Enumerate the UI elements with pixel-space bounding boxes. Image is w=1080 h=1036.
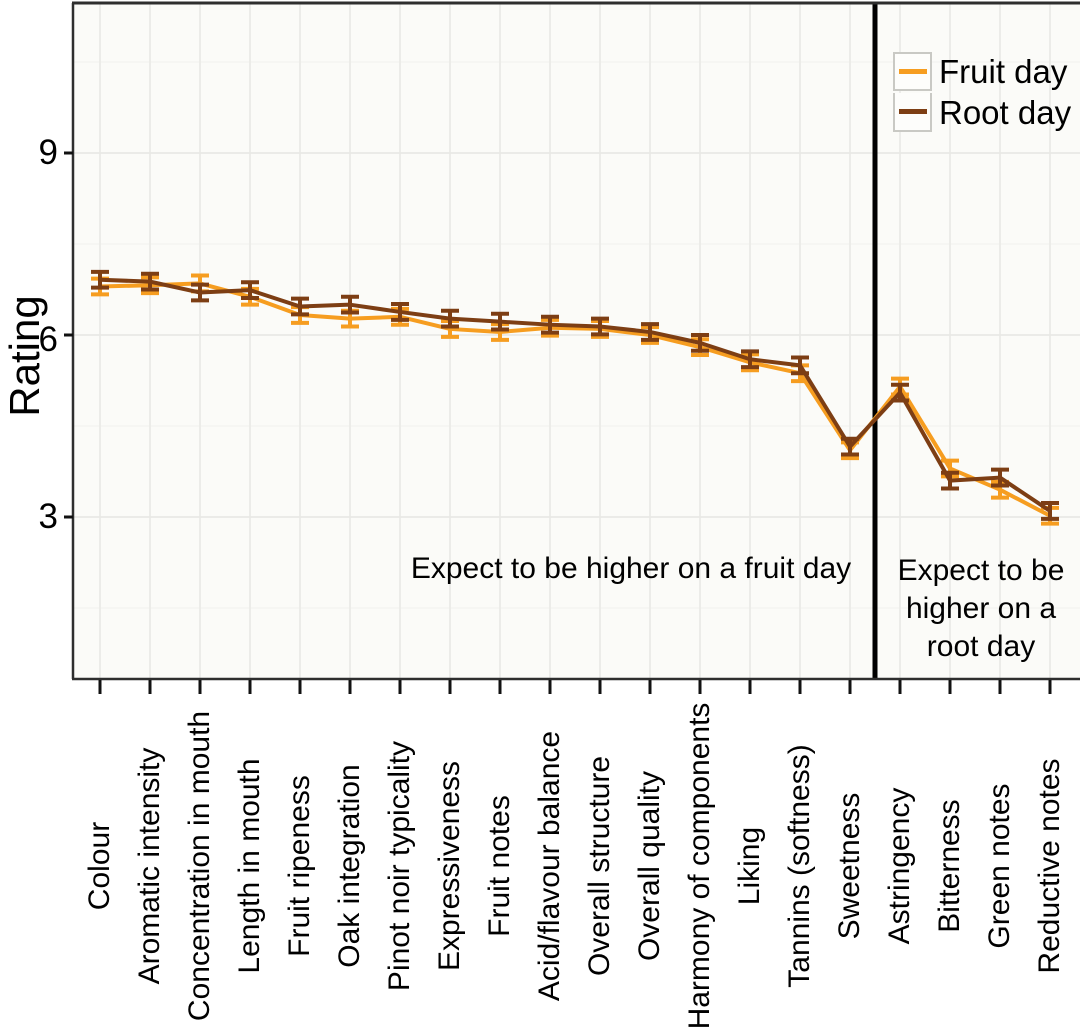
x-tick-label: Pinot noir typicality (383, 740, 416, 992)
legend-key-box (893, 52, 932, 91)
legend-label-fruit-day: Fruit day (939, 53, 1068, 90)
legend-key-box (893, 93, 932, 132)
x-tick-label: Bitterness (933, 799, 966, 933)
x-tick-label: Fruit ripeness (283, 775, 316, 957)
annotation-root-day-line3: root day (926, 630, 1036, 663)
annotation-fruit-day: Expect to be higher on a fruit day (410, 552, 852, 585)
error-bar (441, 308, 459, 329)
error-bar (741, 349, 759, 370)
x-tick-label: Length in mouth (233, 758, 266, 974)
error-bar (391, 302, 409, 322)
error-bar (141, 271, 159, 292)
error-bar (791, 355, 809, 376)
error-bar (191, 282, 209, 303)
error-bar (841, 436, 859, 457)
error-bar (241, 280, 259, 300)
error-bar (341, 294, 359, 315)
annotation-root-day-line1: Expect to be (897, 554, 1065, 587)
x-tick-label: Astringency (883, 787, 916, 945)
error-bar (91, 269, 109, 290)
x-tick-label: Tannins (softness) (783, 744, 816, 988)
legend: Fruit day Root day (893, 51, 1071, 133)
x-tick-label: Fruit notes (483, 795, 516, 937)
x-tick-label: Sweetness (833, 792, 866, 940)
x-tick-label: Acid/flavour balance (533, 730, 566, 1002)
y-tick-label-6: 6 (38, 320, 58, 359)
x-tick-label: Overall structure (583, 755, 616, 977)
y-tick-label-9: 9 (38, 133, 58, 172)
x-tick-label: Reductive notes (1033, 758, 1066, 974)
fruit-day-line-swatch-icon (898, 69, 927, 74)
error-bar (941, 470, 959, 491)
x-tick-label: Expressiveness (433, 760, 466, 972)
error-bar (1041, 501, 1059, 521)
root-day-line-swatch-icon (898, 109, 927, 114)
legend-label-root-day: Root day (939, 94, 1072, 131)
error-bar (691, 333, 709, 353)
x-tick-label: Green notes (983, 783, 1016, 949)
x-tick-label: Overall quality (633, 770, 666, 962)
x-tick-label: Concentration in mouth (183, 710, 216, 1022)
legend-item-root-day: Root day (893, 92, 1071, 133)
error-bar (891, 382, 909, 403)
error-bar (541, 314, 559, 335)
error-bar (591, 316, 609, 337)
x-tick-label: Liking (733, 826, 766, 906)
annotation-root-day: Expect to be higher on a root day (883, 552, 1079, 666)
x-tick-label: Oak integration (333, 764, 366, 968)
error-bar (291, 296, 309, 317)
error-bar (641, 322, 659, 342)
annotation-root-day-line2: higher on a (905, 592, 1057, 625)
x-tick-label: Aromatic intensity (133, 747, 166, 985)
error-bar (991, 467, 1009, 488)
x-tick-label: Colour (83, 821, 116, 911)
y-tick-label-3: 3 (38, 497, 58, 536)
error-bar (491, 311, 509, 332)
x-tick-label: Harmony of components (683, 702, 716, 1030)
legend-item-fruit-day: Fruit day (893, 51, 1071, 92)
